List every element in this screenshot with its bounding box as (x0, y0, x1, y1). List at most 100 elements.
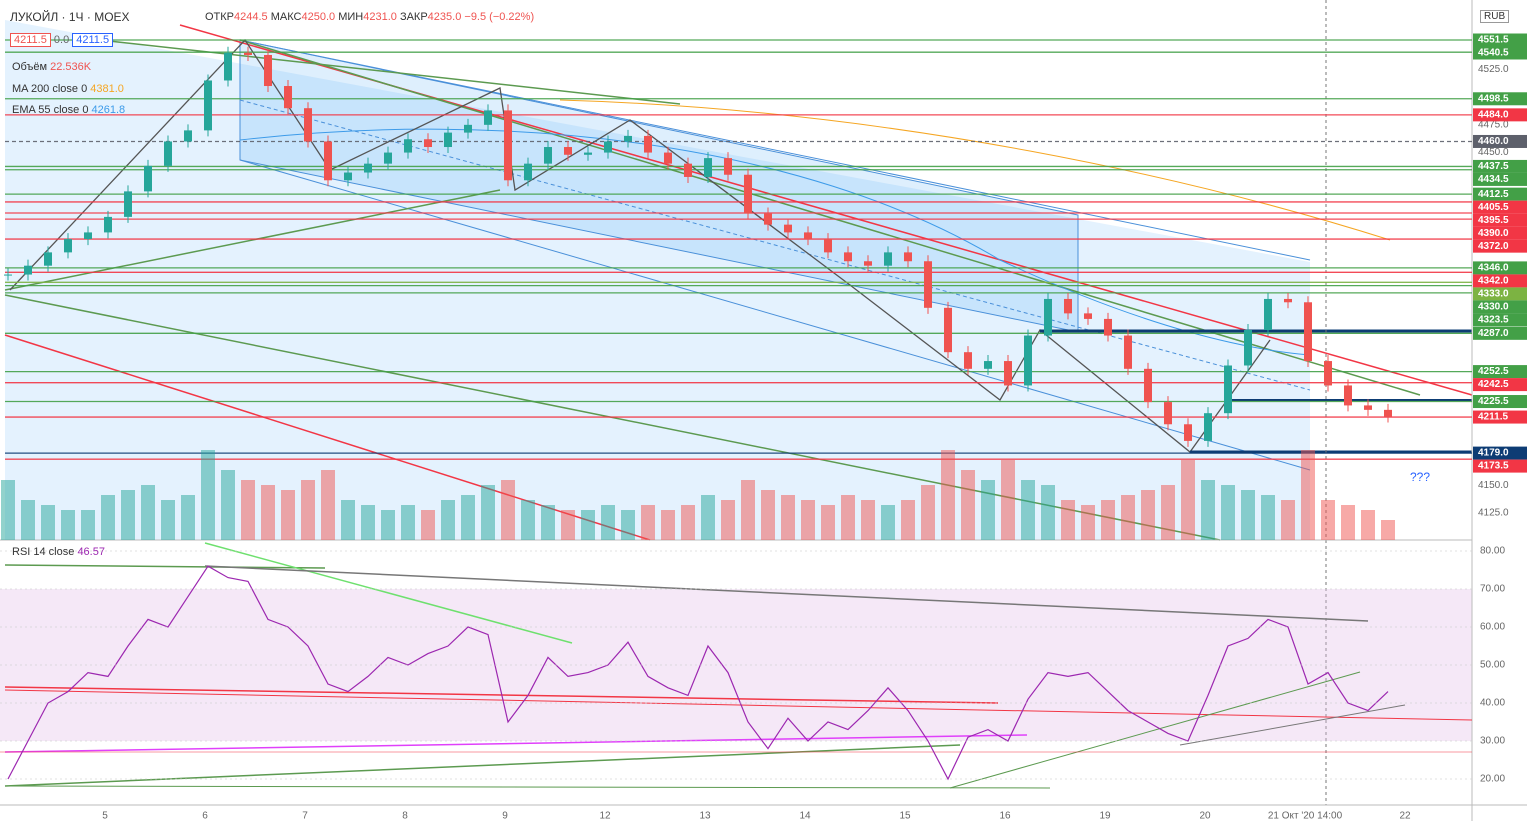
volume-bar (341, 500, 355, 540)
volume-bar (501, 480, 515, 540)
candle-body (344, 172, 352, 181)
time-label: 22 (1399, 811, 1411, 821)
candle-body (444, 132, 452, 148)
volume-bar (521, 500, 535, 540)
candle-body (284, 86, 292, 109)
volume-bar (1381, 520, 1395, 540)
volume-bar (481, 485, 495, 540)
volume-bar (141, 485, 155, 540)
candle-body (744, 174, 752, 214)
candle-body (264, 54, 272, 87)
level-label: 4225.5 (1478, 396, 1509, 407)
level-label: 4342.0 (1478, 276, 1509, 287)
level-badge (1473, 187, 1527, 201)
level-label: 4437.5 (1478, 161, 1509, 172)
candle-body (1324, 361, 1332, 386)
level-badge (1473, 410, 1527, 424)
level-label: 4372.0 (1478, 241, 1509, 252)
level-label: 4252.5 (1478, 366, 1509, 377)
volume-bar (1361, 510, 1375, 540)
candle-body (164, 141, 172, 166)
time-label: 21 Окт '20 14:00 (1268, 811, 1343, 821)
volume-bar (281, 490, 295, 540)
volume-bar (821, 505, 835, 540)
candle-body (944, 307, 952, 353)
level-label: 4173.5 (1478, 461, 1509, 472)
volume-bar (581, 510, 595, 540)
volume-bar (1061, 500, 1075, 540)
ema-55 (239, 128, 1311, 356)
volume-legend: Объём 22.536K (12, 61, 92, 73)
volume-bar (321, 470, 335, 540)
price-tick-label: 4150.0 (1478, 480, 1509, 491)
volume-bar (381, 510, 395, 540)
volume-bar (621, 510, 635, 540)
level-badge (1473, 365, 1527, 379)
time-label: 9 (502, 811, 508, 821)
volume-bar (161, 500, 175, 540)
candle-body (524, 163, 532, 181)
rsi-line (4, 785, 1051, 789)
candle-body (1384, 409, 1392, 417)
time-label: 13 (699, 811, 711, 821)
candle-body (1304, 302, 1312, 362)
volume-bar (1161, 485, 1175, 540)
candle-body (1224, 365, 1232, 414)
volume-bar (1121, 495, 1135, 540)
candle-body (124, 191, 132, 217)
level-badge (1473, 213, 1527, 227)
volume-bar (301, 480, 315, 540)
candle-body (804, 232, 812, 240)
volume-bar (201, 450, 215, 540)
candle-body (464, 124, 472, 133)
volume-bar (981, 480, 995, 540)
candle-body (824, 239, 832, 253)
volume-bar (1181, 460, 1195, 540)
time-label: 14 (799, 811, 811, 821)
volume-bar (641, 505, 655, 540)
level-label: 4395.5 (1478, 215, 1509, 226)
rsi-line (949, 671, 1361, 789)
price-tick-label: 4125.0 (1478, 508, 1509, 519)
candle-body (104, 216, 112, 233)
level-badge (1473, 326, 1527, 340)
level-label: 4211.5 (1478, 412, 1508, 423)
level-badge (1473, 92, 1527, 106)
candle-body (764, 213, 772, 225)
volume-bar (1081, 505, 1095, 540)
candle-body (64, 239, 72, 253)
rsi-line (204, 565, 1369, 622)
volume-bar (221, 470, 235, 540)
volume-bar (1201, 480, 1215, 540)
level-badge (1473, 378, 1527, 392)
rsi-tick-label: 50.00 (1480, 660, 1505, 671)
rsi-tick-label: 60.00 (1480, 622, 1505, 633)
price-tick-label: 4450.0 (1478, 147, 1509, 158)
volume-bar (541, 505, 555, 540)
rsi-tick-label: 20.00 (1480, 774, 1505, 785)
candle-body (404, 139, 412, 153)
level-label: 4434.5 (1478, 174, 1509, 185)
time-label: 8 (402, 811, 408, 821)
rsi-line (1179, 704, 1406, 746)
level-label: 4323.5 (1478, 315, 1509, 326)
level-label: 4390.0 (1478, 228, 1509, 239)
volume-bar (1301, 450, 1315, 540)
time-label: 12 (599, 811, 611, 821)
volume-bar (801, 500, 815, 540)
level-label: 4412.5 (1478, 189, 1509, 200)
volume-bar (1281, 500, 1295, 540)
currency-button[interactable]: RUB (1480, 10, 1510, 23)
channel-line (239, 39, 1311, 261)
candle-body (544, 147, 552, 164)
candle-body (864, 261, 872, 266)
rsi-line (4, 564, 326, 569)
candle-body (184, 130, 192, 142)
candle-body (1244, 330, 1252, 366)
level-badge (1473, 226, 1527, 240)
level-badge (1473, 172, 1527, 186)
candle-body (904, 252, 912, 262)
candle-body (1344, 385, 1352, 406)
